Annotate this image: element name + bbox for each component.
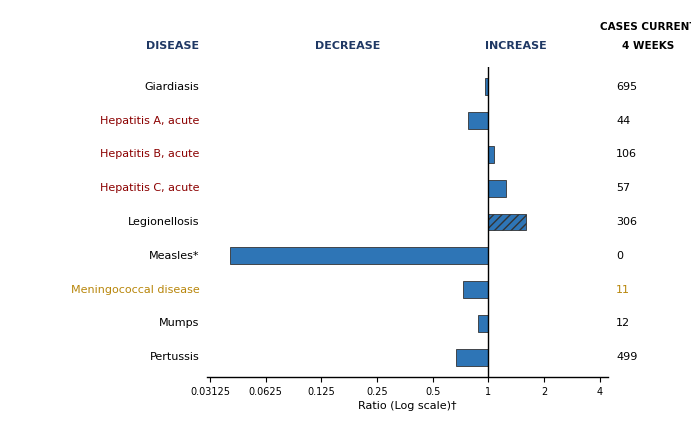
Text: CASES CURRENT: CASES CURRENT xyxy=(600,22,691,32)
Text: Meningococcal disease: Meningococcal disease xyxy=(70,285,199,294)
Text: 12: 12 xyxy=(616,318,630,329)
Text: DISEASE: DISEASE xyxy=(146,41,199,51)
Text: INCREASE: INCREASE xyxy=(485,41,547,51)
Text: 11: 11 xyxy=(616,285,630,294)
Bar xyxy=(485,79,489,95)
Text: 4 WEEKS: 4 WEEKS xyxy=(622,41,674,51)
Text: 44: 44 xyxy=(616,115,630,126)
Text: 306: 306 xyxy=(616,217,637,227)
Bar xyxy=(463,281,489,298)
Text: 106: 106 xyxy=(616,150,637,159)
Text: 499: 499 xyxy=(616,352,638,362)
X-axis label: Ratio (Log scale)†: Ratio (Log scale)† xyxy=(359,401,457,411)
Text: 695: 695 xyxy=(616,82,637,92)
Text: Hepatitis C, acute: Hepatitis C, acute xyxy=(100,183,199,193)
Text: Giardiasis: Giardiasis xyxy=(144,82,199,92)
Bar xyxy=(489,146,494,163)
Text: DECREASE: DECREASE xyxy=(315,41,380,51)
Bar xyxy=(230,247,489,264)
Text: Hepatitis B, acute: Hepatitis B, acute xyxy=(100,150,199,159)
Bar xyxy=(468,112,489,129)
Text: 57: 57 xyxy=(616,183,630,193)
Text: Legionellosis: Legionellosis xyxy=(128,217,199,227)
Text: Pertussis: Pertussis xyxy=(149,352,199,362)
Bar xyxy=(456,349,489,365)
Bar xyxy=(489,214,526,230)
Text: Hepatitis A, acute: Hepatitis A, acute xyxy=(100,115,199,126)
Bar xyxy=(489,180,507,197)
Text: Mumps: Mumps xyxy=(159,318,199,329)
Bar xyxy=(478,315,489,332)
Text: 0: 0 xyxy=(616,251,623,261)
Text: Measles*: Measles* xyxy=(149,251,199,261)
